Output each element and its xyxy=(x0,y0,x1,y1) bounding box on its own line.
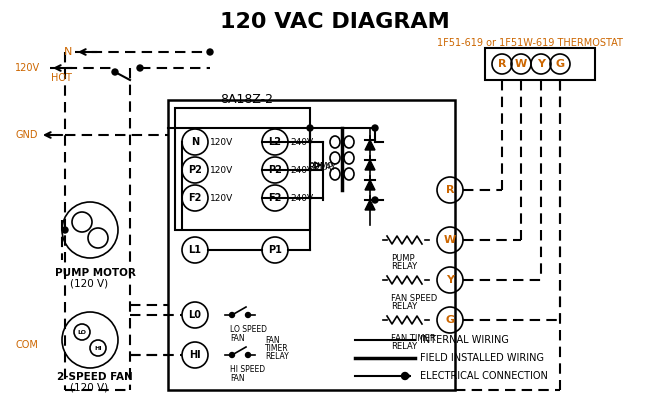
Text: RELAY: RELAY xyxy=(391,342,417,351)
Text: Y: Y xyxy=(537,59,545,69)
Circle shape xyxy=(245,352,251,357)
Text: RELAY: RELAY xyxy=(391,262,417,271)
Circle shape xyxy=(372,197,378,203)
Text: FAN: FAN xyxy=(230,374,245,383)
Circle shape xyxy=(372,125,378,131)
Polygon shape xyxy=(365,160,375,170)
Text: N: N xyxy=(64,47,72,57)
Text: (120 V): (120 V) xyxy=(70,278,108,288)
Text: 120 VAC DIAGRAM: 120 VAC DIAGRAM xyxy=(220,12,450,32)
Text: RELAY: RELAY xyxy=(391,302,417,311)
Text: W: W xyxy=(444,235,456,245)
Text: P2: P2 xyxy=(188,165,202,175)
Text: PUMP MOTOR: PUMP MOTOR xyxy=(55,268,136,278)
Circle shape xyxy=(62,227,68,233)
Text: P2: P2 xyxy=(268,165,282,175)
Text: TIMER: TIMER xyxy=(265,344,289,353)
Polygon shape xyxy=(365,140,375,150)
Text: L1: L1 xyxy=(188,245,202,255)
Text: GND: GND xyxy=(15,130,38,140)
Text: RELAY: RELAY xyxy=(265,352,289,361)
Text: 120V: 120V xyxy=(210,137,233,147)
Text: 8A18Z-2: 8A18Z-2 xyxy=(220,93,273,106)
Circle shape xyxy=(112,69,118,75)
Text: 240V: 240V xyxy=(290,194,313,202)
Polygon shape xyxy=(365,200,375,210)
Text: 120V: 120V xyxy=(210,166,233,174)
Text: FIELD INSTALLED WIRING: FIELD INSTALLED WIRING xyxy=(420,353,544,363)
Text: 240V: 240V xyxy=(290,137,313,147)
Text: 1F51-619 or 1F51W-619 THERMOSTAT: 1F51-619 or 1F51W-619 THERMOSTAT xyxy=(437,38,623,48)
Text: HI: HI xyxy=(189,350,201,360)
Text: HI SPEED: HI SPEED xyxy=(230,365,265,374)
Text: FAN: FAN xyxy=(265,336,279,345)
Circle shape xyxy=(137,65,143,71)
Text: PUMP: PUMP xyxy=(391,254,415,263)
Text: 2-SPEED FAN: 2-SPEED FAN xyxy=(57,372,133,382)
Circle shape xyxy=(230,352,234,357)
Text: Y: Y xyxy=(446,275,454,285)
Circle shape xyxy=(230,313,234,318)
Text: R: R xyxy=(498,59,507,69)
Text: RELAY: RELAY xyxy=(308,163,336,172)
Text: N: N xyxy=(191,137,199,147)
Text: F2: F2 xyxy=(188,193,202,203)
Text: L0: L0 xyxy=(188,310,202,320)
Circle shape xyxy=(307,125,313,131)
Text: L2: L2 xyxy=(269,137,281,147)
Text: INTERNAL WIRING: INTERNAL WIRING xyxy=(420,335,509,345)
Text: HI: HI xyxy=(94,346,102,351)
Text: LO SPEED: LO SPEED xyxy=(230,325,267,334)
Text: 240V: 240V xyxy=(290,166,313,174)
Text: 120V: 120V xyxy=(210,194,233,202)
Text: COM: COM xyxy=(15,340,38,350)
Text: PUMP: PUMP xyxy=(308,162,333,171)
Text: HOT: HOT xyxy=(51,73,72,83)
Text: FAN SPEED: FAN SPEED xyxy=(391,294,438,303)
Circle shape xyxy=(207,49,213,55)
Text: ELECTRICAL CONNECTION: ELECTRICAL CONNECTION xyxy=(420,371,548,381)
Text: 120V: 120V xyxy=(15,63,40,73)
Text: FAN TIMER: FAN TIMER xyxy=(391,334,436,343)
Circle shape xyxy=(245,313,251,318)
Text: F2: F2 xyxy=(268,193,281,203)
Text: (120 V): (120 V) xyxy=(70,382,108,392)
Text: G: G xyxy=(446,315,454,325)
Circle shape xyxy=(401,372,409,380)
Text: FAN: FAN xyxy=(230,334,245,343)
Text: W: W xyxy=(515,59,527,69)
Text: P1: P1 xyxy=(268,245,282,255)
Text: LO: LO xyxy=(78,329,86,334)
Text: R: R xyxy=(446,185,454,195)
Text: G: G xyxy=(555,59,565,69)
Polygon shape xyxy=(365,180,375,190)
